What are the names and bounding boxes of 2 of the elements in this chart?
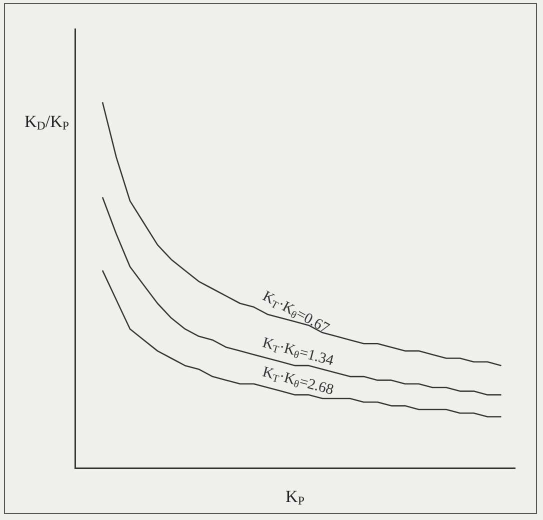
text: KT·Kθ=2.68 bbox=[260, 364, 336, 398]
text: KT·Kθ=0.67 bbox=[260, 288, 332, 338]
